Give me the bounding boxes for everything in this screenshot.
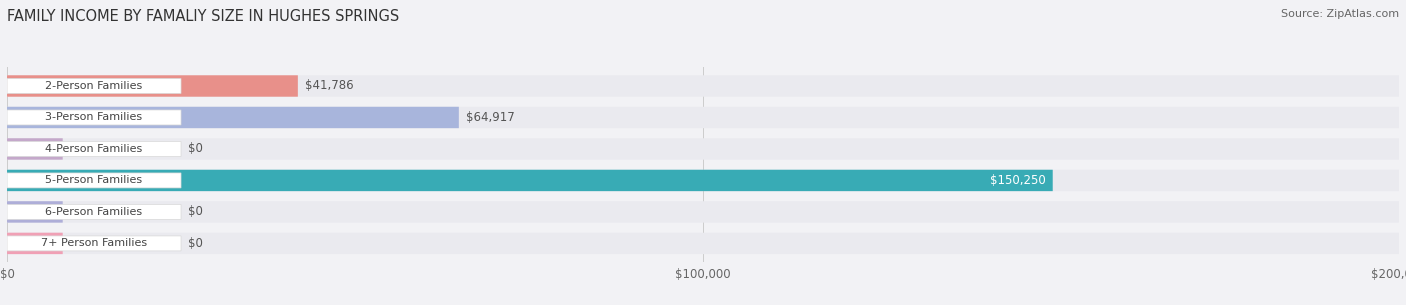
FancyBboxPatch shape <box>7 201 63 223</box>
Text: 3-Person Families: 3-Person Families <box>45 113 142 123</box>
Text: FAMILY INCOME BY FAMALIY SIZE IN HUGHES SPRINGS: FAMILY INCOME BY FAMALIY SIZE IN HUGHES … <box>7 9 399 24</box>
FancyBboxPatch shape <box>7 233 1399 254</box>
Text: 2-Person Families: 2-Person Families <box>45 81 142 91</box>
FancyBboxPatch shape <box>7 233 63 254</box>
FancyBboxPatch shape <box>7 138 63 160</box>
FancyBboxPatch shape <box>7 170 1053 191</box>
FancyBboxPatch shape <box>7 142 181 156</box>
Text: 6-Person Families: 6-Person Families <box>45 207 142 217</box>
FancyBboxPatch shape <box>7 78 181 94</box>
FancyBboxPatch shape <box>7 204 181 219</box>
FancyBboxPatch shape <box>7 107 1399 128</box>
Text: 4-Person Families: 4-Person Families <box>45 144 142 154</box>
Text: $0: $0 <box>188 206 202 218</box>
Text: $0: $0 <box>188 142 202 156</box>
Text: $64,917: $64,917 <box>465 111 515 124</box>
FancyBboxPatch shape <box>7 236 181 251</box>
FancyBboxPatch shape <box>7 201 1399 223</box>
FancyBboxPatch shape <box>7 173 181 188</box>
FancyBboxPatch shape <box>7 110 181 125</box>
Text: $150,250: $150,250 <box>990 174 1046 187</box>
FancyBboxPatch shape <box>7 138 1399 160</box>
FancyBboxPatch shape <box>7 170 1399 191</box>
FancyBboxPatch shape <box>7 107 458 128</box>
Text: $0: $0 <box>188 237 202 250</box>
Text: Source: ZipAtlas.com: Source: ZipAtlas.com <box>1281 9 1399 19</box>
Text: 7+ Person Families: 7+ Person Families <box>41 239 148 248</box>
FancyBboxPatch shape <box>7 75 1399 97</box>
Text: $41,786: $41,786 <box>305 80 353 92</box>
Text: 5-Person Families: 5-Person Families <box>45 175 142 185</box>
FancyBboxPatch shape <box>7 75 298 97</box>
